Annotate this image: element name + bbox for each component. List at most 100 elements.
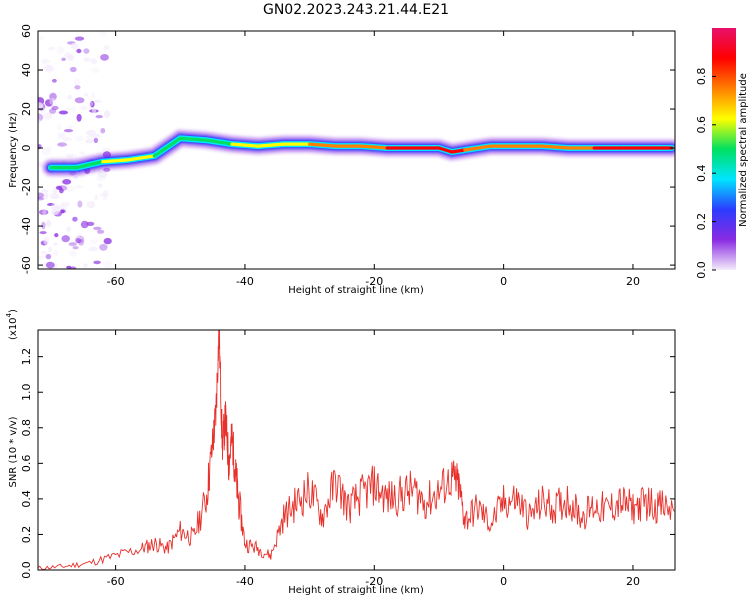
- spectrogram-noise-speck: [40, 58, 50, 64]
- snr-y-multiplier: (x104): [5, 309, 19, 340]
- spectrogram-y-tick-label: 20: [20, 102, 33, 116]
- spectrogram-noise-speck: [90, 239, 98, 245]
- spectrogram-noise-speck: [63, 129, 73, 133]
- spectrogram-ridge-segment: [540, 144, 570, 150]
- spectrogram-noise-speck: [40, 250, 48, 255]
- spectrogram-ridge-segment: [152, 136, 182, 158]
- spectrogram-noise-speck: [38, 255, 44, 260]
- spectrogram-noise-speck: [41, 221, 46, 230]
- spectrogram-noise-speck: [65, 107, 71, 111]
- colorbar: 0.0 0.2 0.4 0.6 0.8 Normalized spectral ampl…: [695, 28, 749, 279]
- spectrogram-noise-speck: [72, 246, 79, 250]
- snr-y-tick-label: 0.0: [20, 561, 33, 579]
- spectrogram-noise-speck: [43, 146, 52, 152]
- spectrogram-noise-speck: [57, 132, 66, 140]
- spectrogram-noise-speck: [96, 229, 105, 234]
- spectrogram-y-label: Frequency (Hz): [8, 112, 19, 188]
- spectrogram-ridge-segment: [101, 158, 131, 164]
- spectrogram-noise-speck: [82, 105, 88, 110]
- spectrogram-ridge-segment: [75, 160, 105, 170]
- snr-y-tick-label: 0.8: [20, 419, 33, 437]
- colorbar-tick-label: 0.4: [695, 164, 708, 182]
- spectrogram-noise-speck: [104, 45, 110, 50]
- colorbar-label: Normalized spectral amplitude: [738, 73, 749, 227]
- spectrogram-noise-speck: [103, 260, 113, 269]
- spectrogram-noise-speck: [99, 31, 107, 37]
- spectrogram-noise-speck: [56, 124, 62, 131]
- spectrogram-noise-speck: [90, 91, 96, 99]
- spectrogram-noise-speck: [39, 231, 47, 235]
- spectrogram-noise-speck: [66, 54, 75, 60]
- spectrogram-noise-speck: [104, 110, 110, 119]
- spectrogram-noise-layer: [38, 31, 114, 269]
- spectrogram-noise-speck: [61, 209, 67, 214]
- spectrogram-noise-speck: [58, 110, 68, 115]
- spectrogram-noise-speck: [65, 185, 75, 192]
- spectrogram-noise-speck: [48, 46, 56, 51]
- spectrogram-ridge-layer: [42, 130, 675, 176]
- spectrogram-noise-speck: [94, 99, 102, 104]
- spectrogram-x-ticks: -60 -40 -20 0 20: [107, 31, 640, 288]
- spectrogram-noise-speck: [49, 193, 60, 200]
- spectrogram-noise-speck: [83, 263, 88, 268]
- spectrogram-noise-speck: [76, 113, 82, 122]
- spectrogram-x-tick-label: 0: [500, 275, 507, 288]
- colorbar-tick-label: 0.0: [695, 261, 708, 279]
- spectrogram-noise-speck: [86, 201, 96, 209]
- spectrogram-noise-speck: [93, 137, 99, 144]
- spectrogram-noise-speck: [102, 197, 108, 201]
- spectrogram-noise-speck: [45, 219, 52, 228]
- spectrogram-noise-speck: [67, 94, 72, 100]
- spectrogram-noise-speck: [90, 100, 95, 108]
- spectrogram-noise-speck: [70, 238, 76, 245]
- spectrogram-noise-speck: [99, 243, 108, 251]
- spectrogram-noise-speck: [66, 265, 72, 269]
- spectrogram-noise-speck: [49, 98, 57, 105]
- spectrogram-noise-speck: [88, 246, 98, 252]
- snr-y-tick-label: 0.2: [20, 526, 33, 544]
- spectrogram-noise-speck: [84, 139, 94, 144]
- spectrogram-ridge-segment: [126, 154, 156, 162]
- spectrogram-noise-speck: [51, 105, 59, 111]
- spectrogram-noise-speck: [41, 148, 52, 156]
- spectrogram-noise-speck: [43, 64, 52, 72]
- spectrogram-noise-speck: [68, 242, 77, 247]
- snr-y-multiplier-exp: 4: [5, 312, 13, 317]
- snr-x-tick-label: -40: [236, 575, 254, 588]
- spectrogram-noise-speck: [79, 151, 85, 155]
- spectrogram-noise-speck: [41, 189, 49, 193]
- spectrogram-noise-speck: [100, 128, 106, 134]
- spectrogram-noise-speck: [38, 102, 44, 109]
- spectrogram-x-tick-label: -40: [236, 275, 254, 288]
- spectrogram-noise-speck: [49, 92, 57, 101]
- spectrogram-noise-speck: [47, 203, 55, 206]
- spectrogram-noise-speck: [68, 124, 74, 129]
- spectrogram-noise-speck: [54, 233, 59, 238]
- spectrogram-noise-speck: [93, 260, 101, 265]
- colorbar-tick-label: 0.8: [695, 68, 708, 86]
- spectrogram-noise-speck: [77, 200, 83, 208]
- snr-x-ticks: -60 -40 -20 0 20: [107, 330, 640, 588]
- spectrogram-noise-speck: [39, 209, 49, 215]
- spectrogram-noise-speck: [92, 108, 97, 114]
- spectrogram-noise-speck: [43, 236, 49, 245]
- snr-y-tick-label: 0.4: [20, 490, 33, 508]
- snr-x-tick-label: -60: [107, 575, 125, 588]
- spectrogram-noise-speck: [89, 100, 94, 107]
- spectrogram-ridge-segment: [230, 142, 260, 148]
- spectrogram-noise-speck: [50, 203, 60, 210]
- spectrogram-noise-speck: [71, 106, 76, 112]
- spectrogram-noise-speck: [86, 221, 95, 226]
- spectrogram-noise-speck: [38, 119, 41, 124]
- spectrogram-noise-speck: [72, 216, 78, 222]
- colorbar-bar: [712, 28, 736, 270]
- spectrogram-y-tick-label: 60: [20, 24, 33, 38]
- spectrogram-noise-speck: [70, 42, 79, 50]
- spectrogram-noise-speck: [68, 250, 77, 257]
- spectrogram-noise-speck: [94, 225, 100, 229]
- spectrogram-ridge-segment: [256, 142, 286, 148]
- spectrogram-ridge-segment: [359, 144, 389, 150]
- spectrogram-noise-speck: [93, 194, 99, 201]
- snr-y-multiplier-close: ): [8, 309, 19, 313]
